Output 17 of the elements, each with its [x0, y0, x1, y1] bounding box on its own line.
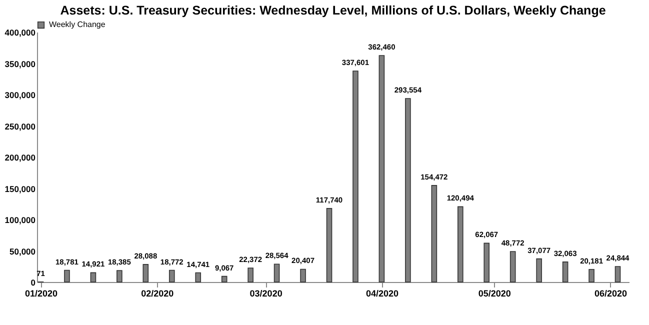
- y-tick-label: 400,000: [4, 28, 36, 38]
- x-tick-label: 03/2020: [250, 288, 282, 298]
- legend-label: Weekly Change: [49, 20, 106, 29]
- chart-title: Assets: U.S. Treasury Securities: Wednesday Level, Millions of U.S. Dollars, Weekly Change: [60, 4, 606, 18]
- y-tick-label: 300,000: [4, 90, 36, 100]
- y-tick-label: 100,000: [4, 215, 36, 225]
- y-tick-label: 250,000: [4, 121, 36, 132]
- y-tick-label: 350,000: [4, 58, 36, 69]
- y-tick-label: 150,000: [4, 184, 36, 194]
- x-tick-label: 02/2020: [141, 288, 174, 298]
- x-tick-label: 01/2020: [24, 288, 58, 298]
- y-tick-label: 0: [30, 278, 36, 288]
- y-tick-label: 50,000: [10, 246, 36, 256]
- y-tick-label: 200,000: [4, 152, 36, 162]
- x-tick-label: 04/2020: [366, 288, 398, 298]
- x-tick-label: 06/2020: [594, 288, 628, 298]
- x-tick-label: 05/2020: [478, 288, 511, 298]
